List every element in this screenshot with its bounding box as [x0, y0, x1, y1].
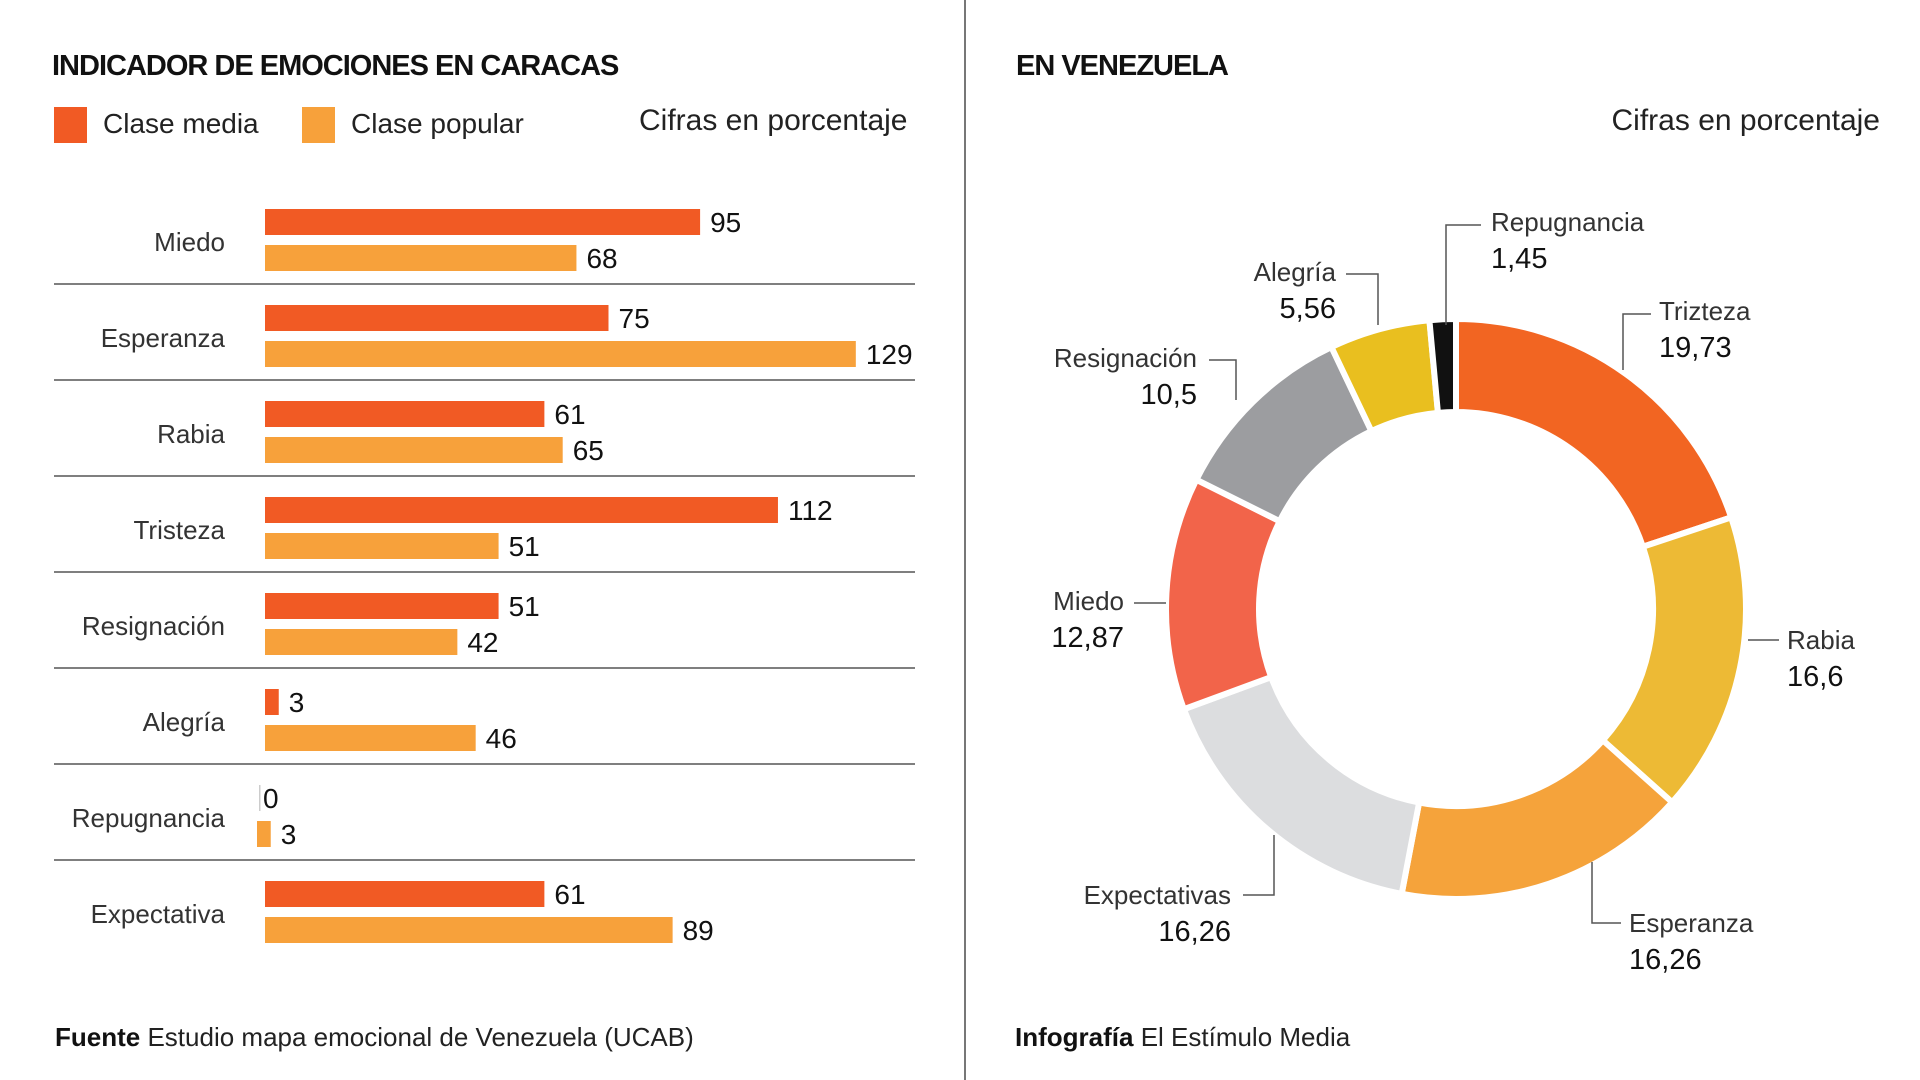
right-units-note: Cifras en porcentaje	[1611, 104, 1880, 137]
bar-media	[265, 881, 545, 907]
bar-value-label: 129	[866, 339, 913, 370]
bar-value-label: 75	[619, 303, 650, 334]
legend-swatch-clase-media	[54, 107, 87, 143]
bar-popular	[265, 245, 577, 271]
category-label: Tristeza	[134, 515, 226, 545]
legend-label-clase-popular: Clase popular	[351, 108, 524, 139]
bar-value-label: 61	[554, 879, 585, 910]
bar-value-label: 89	[683, 915, 714, 946]
bar-value-label: 65	[573, 435, 604, 466]
bar-value-label: 112	[788, 495, 833, 526]
bar-media	[265, 401, 545, 427]
bar-value-label: 61	[554, 399, 585, 430]
left-units-note: Cifras en porcentaje	[639, 104, 908, 137]
bar-value-label: 51	[509, 531, 540, 562]
slice-value: 16,26	[1158, 916, 1231, 948]
bar-media	[265, 689, 279, 715]
category-label: Esperanza	[101, 323, 226, 353]
bar-media	[265, 593, 499, 619]
source-footer: Fuente Estudio mapa emocional de Venezue…	[55, 1022, 694, 1053]
right-chart-title: EN VENEZUELA	[1016, 50, 1229, 82]
credit-label: Infografía	[1015, 1022, 1134, 1052]
leader-line	[1346, 273, 1379, 325]
category-label: Miedo	[154, 227, 225, 257]
source-label: Fuente	[55, 1022, 141, 1052]
bar-media	[265, 305, 609, 331]
bar-value-label: 46	[486, 723, 517, 754]
left-chart-title: INDICADOR DE EMOCIONES EN CARACAS	[52, 50, 619, 82]
slice-value: 12,87	[1051, 622, 1124, 654]
slice-value: 5,56	[1280, 293, 1336, 325]
bar-popular	[265, 917, 673, 943]
slice-value: 16,26	[1629, 944, 1702, 976]
bar-popular	[265, 533, 499, 559]
bar-value-label: 0	[263, 783, 279, 814]
bar-media	[265, 497, 778, 523]
slice-label: Repugnancia	[1491, 207, 1645, 237]
slice-label: Rabia	[1787, 625, 1855, 655]
slice-label: Trizteza	[1659, 296, 1751, 326]
slice-value: 10,5	[1141, 379, 1197, 411]
leader-line	[1243, 835, 1275, 896]
category-label: Alegría	[143, 707, 226, 737]
bar-value-label: 42	[467, 627, 498, 658]
category-label: Resignación	[82, 611, 225, 641]
category-label: Repugnancia	[72, 803, 226, 833]
bar-popular	[265, 341, 856, 367]
leader-line	[1591, 862, 1621, 924]
category-label: Rabia	[157, 419, 225, 449]
slice-value: 1,45	[1491, 243, 1547, 275]
legend-swatch-clase-popular	[302, 107, 335, 143]
slice-value: 16,6	[1787, 661, 1843, 693]
bar-value-label: 95	[710, 207, 741, 238]
bar-popular	[257, 821, 271, 847]
slice-label: Esperanza	[1629, 908, 1754, 938]
bar-media	[265, 209, 701, 235]
slice-label: Miedo	[1053, 586, 1124, 616]
bar-value-label: 51	[509, 591, 540, 622]
bar-popular	[265, 725, 476, 751]
category-label: Expectativa	[91, 899, 226, 929]
donut-slice	[1398, 736, 1677, 902]
slice-value: 19,73	[1659, 332, 1732, 364]
bar-chart: Miedo 95 68 Esperanza 75 129 Rabia 61 65 Tristeza…	[54, 207, 915, 946]
credit-text: El Estímulo Media	[1140, 1022, 1351, 1052]
source-text: Estudio mapa emocional de Venezuela (UCA…	[147, 1022, 694, 1052]
slice-label: Alegría	[1254, 257, 1337, 287]
slice-label: Resignación	[1054, 343, 1197, 373]
leader-line	[1445, 224, 1481, 325]
donut-slice	[1180, 673, 1423, 898]
leader-line	[1209, 359, 1237, 400]
bar-value-label: 3	[281, 819, 297, 850]
bar-popular	[265, 437, 563, 463]
bar-value-label: 68	[586, 243, 617, 274]
credit-footer: Infografía El Estímulo Media	[1015, 1022, 1350, 1053]
leader-line	[1622, 313, 1651, 370]
donut-chart: Trizteza 19,73 Rabia 16,6 Esperanza 16,26 Expe…	[1051, 207, 1855, 976]
panel-divider	[964, 0, 966, 1080]
bar-popular	[265, 629, 458, 655]
slice-label: Expectativas	[1084, 880, 1231, 910]
bar-media	[259, 785, 261, 811]
donut-slice	[1426, 315, 1459, 417]
bar-value-label: 3	[289, 687, 305, 718]
legend-label-clase-media: Clase media	[103, 108, 259, 139]
